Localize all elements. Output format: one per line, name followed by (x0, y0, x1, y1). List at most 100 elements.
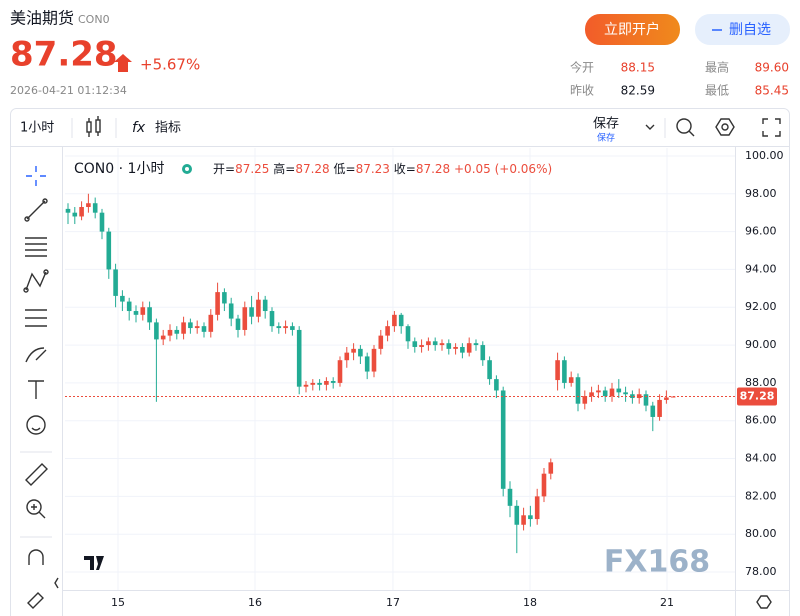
legend-symbol: CON0 · 1小时 (74, 161, 164, 177)
open-account-button[interactable] (585, 14, 680, 45)
candle-body (446, 343, 452, 349)
fx-icon[interactable]: fx (132, 120, 146, 136)
candle-body (602, 390, 608, 397)
candle-body (269, 311, 275, 327)
save-sub: 保存 (597, 132, 615, 144)
x-tick-label: 15 (111, 596, 125, 609)
y-tick-label: 100.00 (745, 149, 784, 162)
candle-body (589, 392, 594, 397)
candle-body (582, 396, 588, 404)
quick-search[interactable] (676, 118, 695, 137)
save-dropdown[interactable] (645, 124, 655, 130)
candle-body (439, 343, 445, 346)
stat-label: 今开 (570, 60, 594, 75)
indicators-button[interactable]: 指标 (155, 121, 181, 136)
candle-body (392, 314, 397, 327)
close-label: 收= (394, 162, 416, 176)
candle-body (160, 335, 166, 340)
title: 美油期货 (10, 9, 74, 28)
settings[interactable] (715, 118, 735, 136)
candle-body (92, 203, 98, 213)
candle-body (378, 335, 384, 349)
stat-value: 82.59 (621, 84, 655, 98)
candle-body (283, 326, 288, 329)
axis-settings[interactable] (756, 595, 772, 609)
fullscreen[interactable] (762, 118, 781, 137)
interval: 1小时 (128, 161, 165, 177)
symbol: CON0 (74, 161, 114, 177)
y-tick-label: 94.00 (745, 262, 777, 275)
x-tick-label: 16 (248, 596, 262, 609)
candle-body (548, 462, 554, 474)
candle-body (290, 326, 295, 330)
y-tick-label: 92.00 (745, 300, 777, 313)
candle-body (460, 346, 465, 353)
candle-body (500, 390, 506, 489)
candle-body (412, 341, 418, 347)
candle-body (113, 269, 118, 296)
change-pct: (+0.06%) (495, 162, 553, 176)
time: 2026-04-21 01:12:34 (10, 84, 127, 97)
collapse-tools[interactable] (54, 577, 59, 589)
candle-body (201, 326, 207, 332)
candle-body (534, 496, 540, 520)
candle-body (562, 360, 567, 383)
candle-body (507, 488, 513, 506)
stat-label: 昨收 (570, 84, 594, 98)
candle-type-button[interactable] (86, 116, 101, 137)
candle-body (432, 341, 438, 346)
candle-body (167, 329, 173, 336)
candle-body (242, 307, 248, 330)
candle-body (317, 382, 322, 385)
y-tick-label: 98.00 (745, 187, 777, 200)
candle-body (466, 343, 472, 353)
stat-value: 85.45 (755, 84, 789, 98)
candle-body (419, 345, 424, 347)
candle-body (405, 326, 411, 342)
candle-body (358, 348, 363, 357)
candle-body (664, 397, 669, 400)
stat-value: 88.15 (621, 61, 655, 75)
candle-body (636, 394, 642, 399)
candle-body (385, 326, 390, 336)
y-tick-label: 90.00 (745, 338, 777, 351)
candle-body (181, 322, 186, 334)
open-account-label: 立即开户 (604, 21, 660, 38)
tv-logo (84, 556, 104, 570)
y-tick-label: 84.00 (745, 452, 777, 465)
change: +0.05 (454, 162, 491, 176)
candle-body (330, 381, 336, 383)
candle-body (126, 301, 132, 312)
candle-body (147, 307, 152, 323)
candle-body (650, 405, 656, 417)
candle-body (188, 322, 193, 329)
candle-body (555, 360, 560, 381)
candle-body (453, 346, 458, 349)
y-tick-label: 82.00 (745, 489, 777, 502)
last-price-label: 87.28 (740, 390, 775, 403)
candle-body (133, 311, 139, 315)
change-pct: +5.67% (140, 56, 200, 74)
interval-button[interactable]: 1小时 (20, 121, 54, 136)
stat-label: 最高 (705, 60, 729, 75)
candle-body (228, 303, 234, 319)
x-tick-label: 17 (386, 596, 400, 609)
candle-body (426, 341, 431, 346)
candle-body (86, 203, 91, 208)
candle-body (120, 295, 125, 302)
watermark: FX168 (604, 545, 710, 580)
candle-body (194, 326, 200, 329)
high-value: 87.28 (295, 162, 329, 176)
high-label: 高= (273, 161, 295, 176)
low-value: 87.23 (356, 162, 390, 176)
save-button[interactable]: 保存 (593, 117, 619, 132)
candle-body (616, 388, 622, 393)
candle-body (609, 388, 615, 397)
close-value: 87.28 (416, 162, 450, 176)
candle-body (262, 299, 268, 312)
candle-body (249, 307, 254, 317)
remove-watch-button[interactable] (695, 14, 790, 45)
stat-label: 最低 (705, 84, 729, 98)
y-tick-label: 80.00 (745, 527, 777, 540)
